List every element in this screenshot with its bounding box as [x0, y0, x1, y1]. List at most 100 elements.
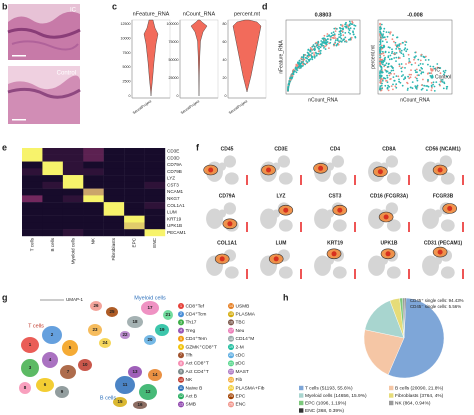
violin [143, 19, 159, 97]
cell-point [382, 30, 385, 33]
cell-point [289, 77, 291, 79]
cell-point [319, 46, 322, 49]
cell-point [398, 63, 401, 66]
cell-point [380, 61, 383, 64]
heatmap-cell [103, 154, 125, 162]
cell-point [333, 33, 336, 36]
heatmap-cell [124, 181, 145, 189]
cell-point [398, 80, 400, 83]
histology [7, 4, 81, 124]
cell-point [402, 55, 405, 57]
gene-label: NKG7 [167, 196, 180, 201]
cell-point [390, 69, 393, 72]
cell-point [408, 77, 411, 80]
umap-cluster [88, 324, 102, 336]
legend-label: TBC [236, 320, 246, 326]
umap-blob [278, 172, 293, 185]
cell-type-label: ENC [152, 237, 157, 247]
cell-point [381, 78, 384, 81]
cell-point [420, 53, 423, 56]
cell-point [379, 57, 381, 60]
cell-point [336, 28, 338, 30]
y-tick-label: 75000 [169, 40, 179, 44]
cell-point [402, 74, 404, 76]
cell-point [329, 36, 332, 38]
feature-plot [422, 246, 464, 279]
cell-point [430, 89, 433, 92]
cell-point [403, 78, 405, 81]
cell-point [305, 60, 308, 62]
cell-point [379, 85, 382, 88]
x-label: SeuratProject [228, 99, 248, 115]
cell-point [388, 51, 390, 54]
panel-label: h [283, 292, 289, 302]
feature-title: CD31 (PECAM1) [424, 240, 463, 246]
cell-point [328, 47, 330, 49]
note: CD45⁺ single cells: 94.43% [410, 298, 464, 303]
heatmap-cell [124, 202, 145, 210]
cell-point [382, 59, 385, 62]
cell-point [405, 50, 408, 53]
cluster-number: 26 [93, 303, 99, 308]
umap-cluster [113, 397, 127, 407]
cell-point [393, 57, 396, 59]
panel-label: f [196, 142, 200, 152]
cell-point [420, 71, 423, 73]
cluster-number: 22 [122, 332, 128, 337]
cell-point [334, 39, 337, 42]
umap-cluster [78, 359, 92, 371]
y-tick-label: 12500 [121, 22, 131, 26]
pie-slice [387, 297, 445, 379]
cell-point [384, 51, 387, 54]
cell-point [430, 82, 433, 84]
cell-point [400, 49, 403, 52]
image-tag: IC [70, 8, 77, 14]
cluster-number: 7 [67, 369, 70, 374]
cell-point [439, 67, 442, 69]
heatmap-cell [124, 148, 145, 155]
legend-number: 5 [180, 337, 182, 341]
umap-blob [272, 209, 281, 218]
cell-point [380, 23, 383, 26]
cell-point [431, 87, 433, 89]
cell-point [292, 72, 294, 75]
color-scale [246, 222, 248, 232]
feature-title: CD45 [221, 146, 234, 152]
expression-core [377, 169, 383, 175]
legend-swatch [228, 319, 234, 326]
cell-point [389, 71, 392, 74]
heatmap-cell [22, 181, 43, 189]
cell-point [345, 25, 348, 28]
color-scale [462, 175, 464, 185]
heatmap-cell [144, 195, 166, 203]
cell-point [443, 71, 446, 74]
cell-point [315, 51, 317, 54]
cell-point [380, 34, 383, 36]
legend-swatch [228, 368, 234, 375]
heatmap-cell [83, 222, 104, 230]
feature-plot [206, 249, 248, 279]
cluster-number: 17 [147, 305, 153, 310]
cell-point [393, 73, 396, 75]
heatmap-cell [144, 215, 166, 223]
cell-point [414, 85, 417, 87]
cell-point [385, 31, 388, 33]
legend-label: pDC [236, 361, 246, 367]
cell-point [433, 90, 436, 92]
umap-blob [278, 219, 293, 232]
cell-point [342, 27, 344, 30]
legend-swatch [389, 385, 394, 391]
heatmap-cell [62, 222, 84, 230]
cell-point [388, 85, 391, 88]
umap-blob [224, 266, 239, 279]
legend-number: 7 [180, 353, 182, 357]
legend-swatch [178, 335, 184, 342]
cell-point [295, 65, 298, 68]
cell-point [432, 83, 434, 86]
legend-label: cDC [236, 352, 246, 358]
legend-swatch [178, 327, 184, 334]
gene-label: CD79B [167, 169, 182, 174]
cell-point [317, 44, 320, 46]
expression-core [447, 206, 453, 211]
cell-point [351, 20, 353, 23]
